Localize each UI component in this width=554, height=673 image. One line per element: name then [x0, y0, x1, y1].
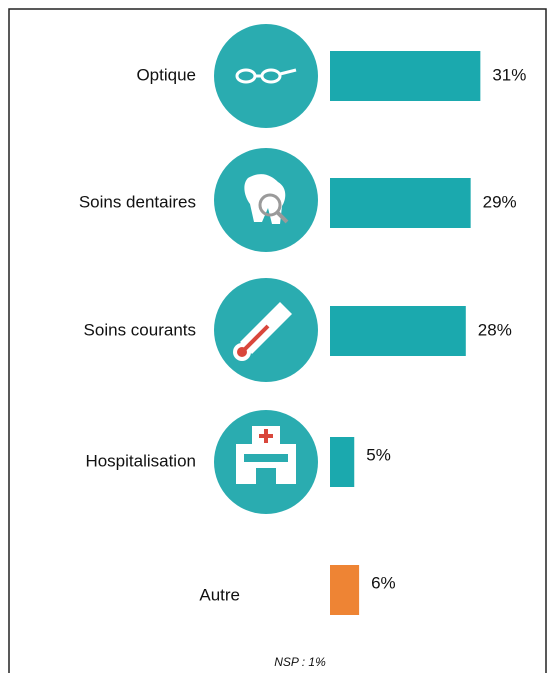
icon-circle [214, 24, 318, 128]
category-label: Soins dentaires [79, 192, 196, 211]
category-label: Hospitalisation [85, 451, 196, 470]
hospital-icon [236, 426, 296, 484]
category-label: Soins courants [84, 320, 196, 339]
thermometer-icon [233, 302, 292, 361]
bar [330, 437, 355, 487]
value-label: 6% [371, 573, 396, 592]
value-label: 29% [483, 192, 517, 211]
bar [330, 51, 481, 101]
glasses-icon [235, 68, 297, 84]
value-label: 28% [478, 320, 512, 339]
category-label: Optique [136, 65, 196, 84]
tooth-icon [244, 174, 289, 224]
value-label: 5% [366, 445, 391, 464]
frame [8, 8, 547, 673]
bar [330, 306, 466, 356]
bar [330, 178, 471, 228]
bar [330, 565, 360, 615]
value-label: 31% [492, 65, 526, 84]
category-label: Autre [199, 585, 240, 604]
footnote: NSP : 1% [274, 655, 326, 669]
